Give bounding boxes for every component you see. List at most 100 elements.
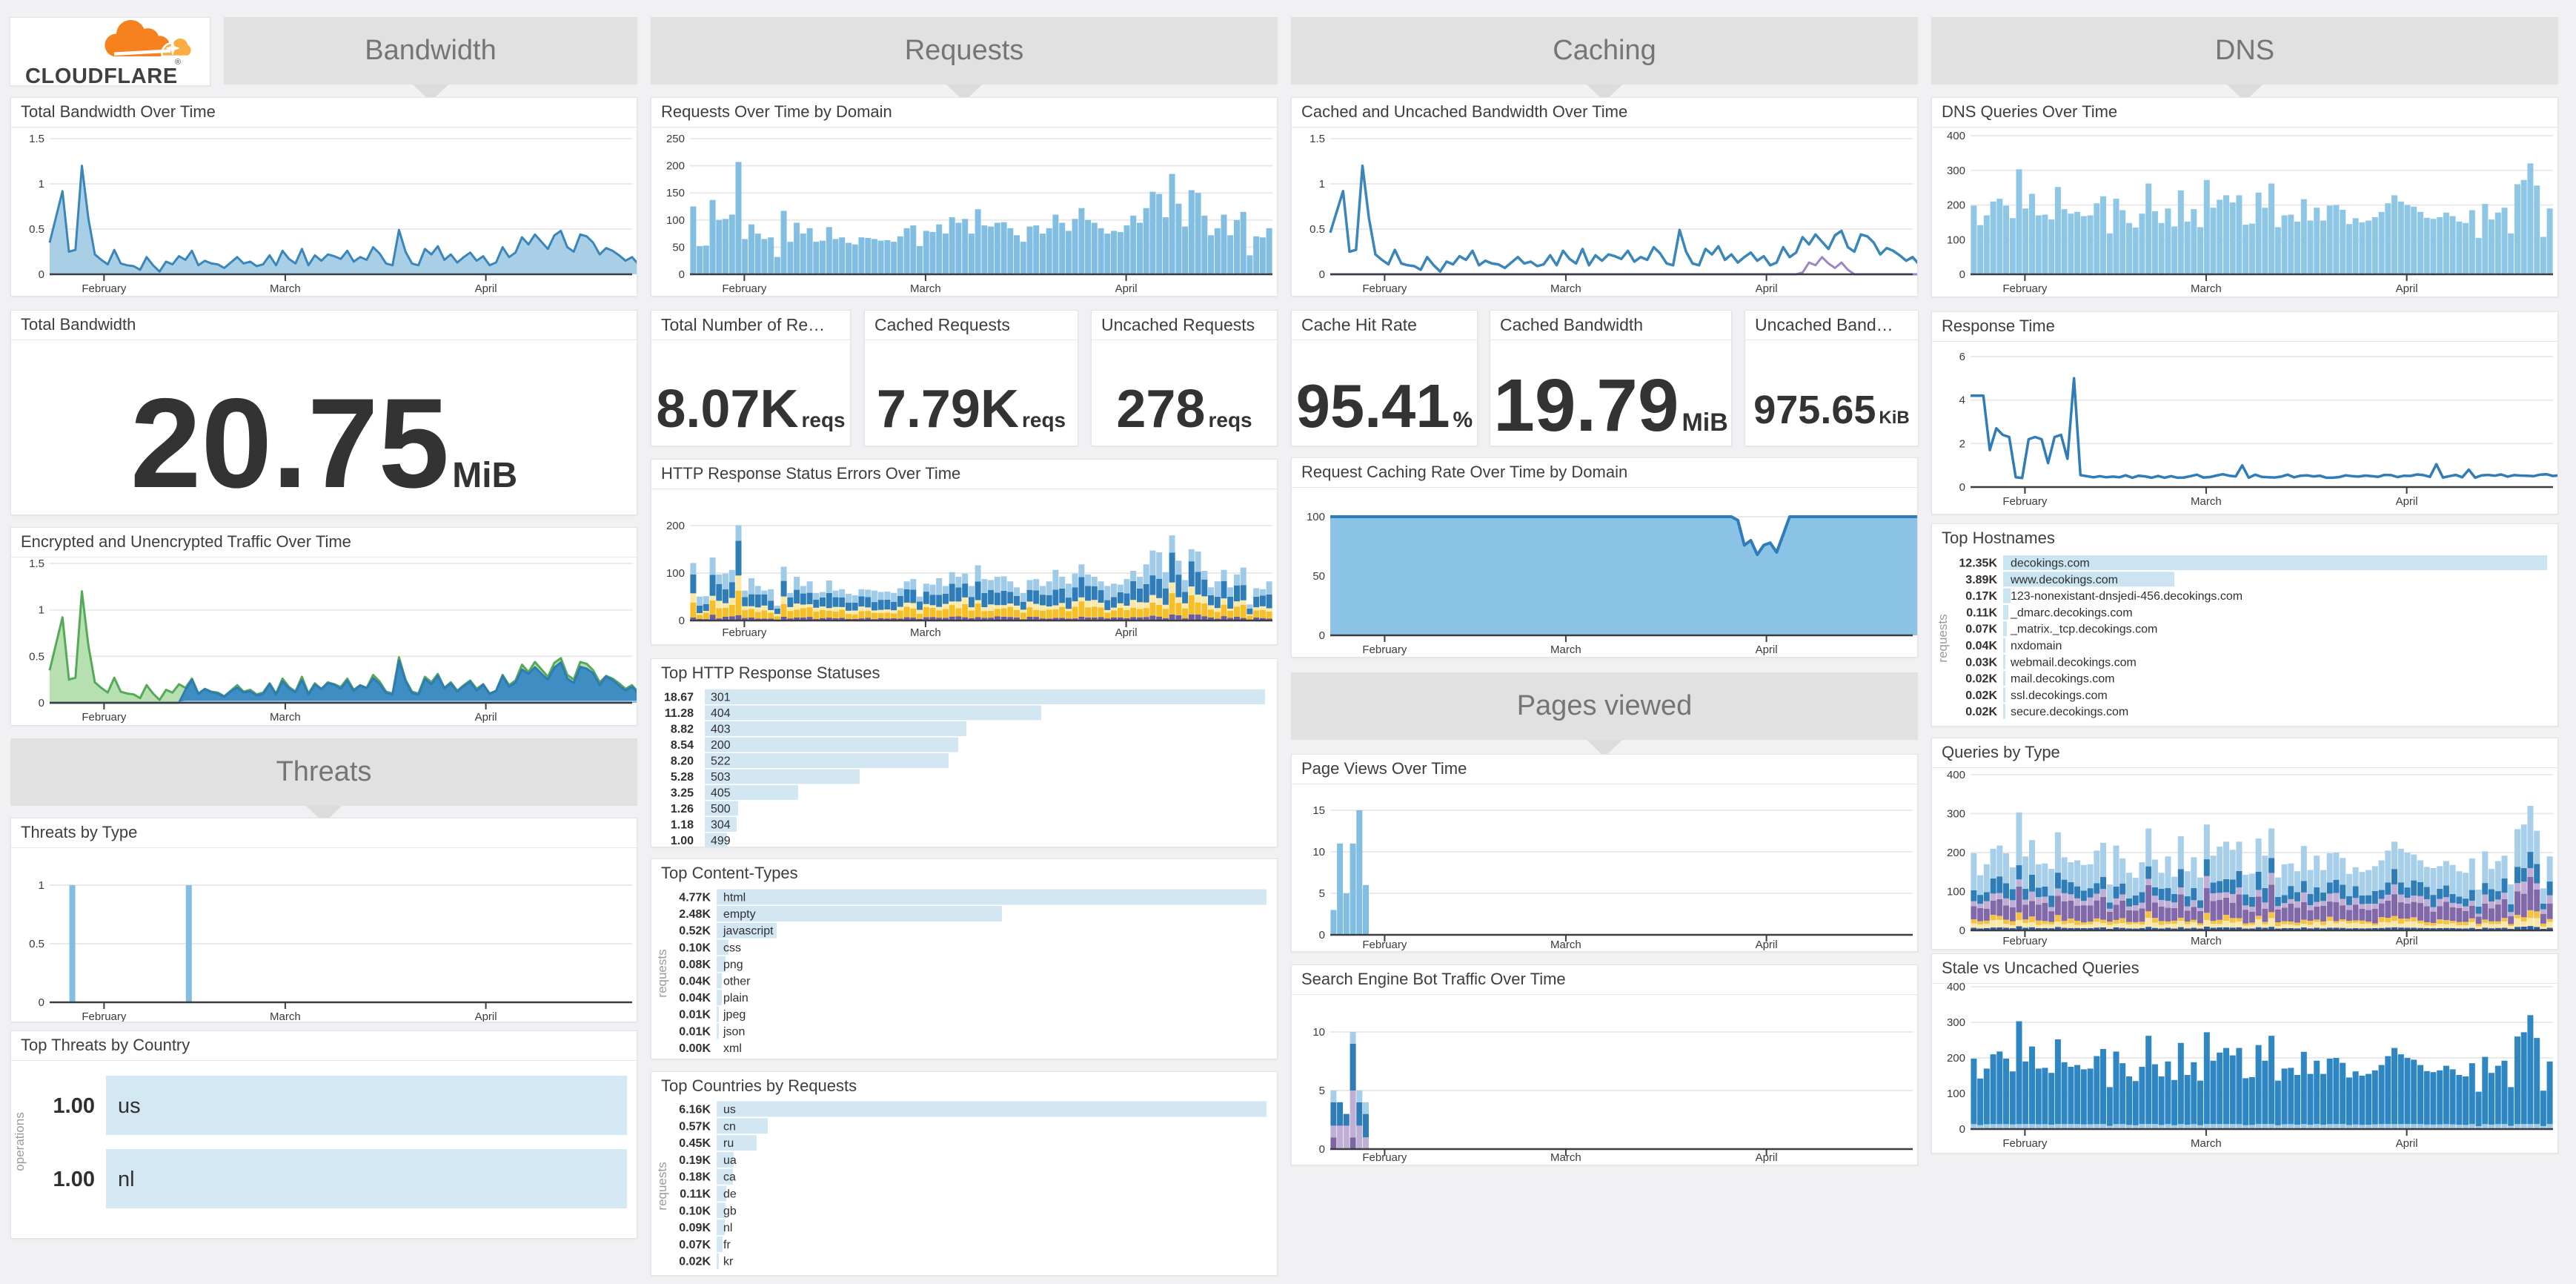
svg-text:0.17K: 0.17K bbox=[1965, 590, 1997, 603]
svg-text:0.03K: 0.03K bbox=[1965, 656, 1997, 669]
svg-text:April: April bbox=[1115, 282, 1138, 295]
svg-text:8.20: 8.20 bbox=[671, 755, 694, 768]
svg-text:February: February bbox=[1362, 939, 1407, 951]
svg-text:0: 0 bbox=[1959, 268, 1965, 281]
svg-text:4: 4 bbox=[1959, 394, 1965, 407]
svg-text:March: March bbox=[2191, 935, 2222, 947]
svg-text:April: April bbox=[2396, 282, 2418, 295]
svg-text:March: March bbox=[270, 282, 301, 295]
svg-text:100: 100 bbox=[666, 214, 685, 227]
svg-text:12.35K: 12.35K bbox=[1959, 557, 1997, 570]
svg-text:0.45K: 0.45K bbox=[679, 1137, 711, 1150]
svg-text:secure.decokings.com: secure.decokings.com bbox=[2011, 706, 2128, 718]
svg-text:0.5: 0.5 bbox=[29, 223, 44, 236]
svg-text:50: 50 bbox=[672, 241, 685, 254]
svg-text:March: March bbox=[270, 1010, 301, 1022]
svg-text:6: 6 bbox=[1959, 351, 1965, 363]
svg-text:0.10K: 0.10K bbox=[679, 942, 711, 954]
svg-text:February: February bbox=[722, 626, 767, 639]
svg-text:ru: ru bbox=[723, 1137, 734, 1150]
svg-text:0.5: 0.5 bbox=[1309, 223, 1325, 236]
svg-text:April: April bbox=[1115, 626, 1138, 639]
svg-text:javascript: javascript bbox=[723, 925, 774, 938]
svg-text:10: 10 bbox=[1312, 1026, 1325, 1039]
svg-text:April: April bbox=[2396, 495, 2418, 508]
svg-text:6.16K: 6.16K bbox=[679, 1104, 711, 1116]
svg-text:April: April bbox=[2396, 935, 2418, 947]
svg-text:1.26: 1.26 bbox=[671, 803, 694, 815]
svg-text:_dmarc.decokings.com: _dmarc.decokings.com bbox=[2010, 606, 2133, 619]
svg-text:100: 100 bbox=[1947, 1088, 1965, 1100]
svg-text:February: February bbox=[82, 282, 127, 295]
svg-text:400: 400 bbox=[1947, 769, 1965, 781]
svg-text:April: April bbox=[1756, 1151, 1778, 1164]
svg-text:1.5: 1.5 bbox=[1309, 133, 1325, 145]
svg-text:0.02K: 0.02K bbox=[679, 1256, 711, 1268]
svg-text:gb: gb bbox=[723, 1205, 737, 1217]
svg-text:0: 0 bbox=[1959, 924, 1965, 937]
svg-text:200: 200 bbox=[1947, 1052, 1965, 1065]
svg-text:April: April bbox=[1756, 643, 1778, 656]
svg-text:March: March bbox=[270, 711, 301, 724]
svg-text:1.5: 1.5 bbox=[29, 133, 44, 145]
svg-text:February: February bbox=[82, 1010, 127, 1022]
svg-text:nl: nl bbox=[118, 1168, 135, 1191]
svg-text:0.19K: 0.19K bbox=[679, 1154, 711, 1167]
svg-text:500: 500 bbox=[711, 803, 731, 815]
svg-text:2.48K: 2.48K bbox=[679, 908, 711, 921]
svg-text:February: February bbox=[2002, 935, 2048, 947]
svg-text:100: 100 bbox=[666, 567, 685, 580]
svg-text:ua: ua bbox=[723, 1154, 737, 1167]
svg-text:0: 0 bbox=[1959, 1123, 1965, 1136]
svg-text:100: 100 bbox=[1947, 886, 1965, 899]
svg-text:xml: xml bbox=[723, 1042, 742, 1055]
svg-text:0.04K: 0.04K bbox=[1965, 640, 1997, 652]
svg-text:0.02K: 0.02K bbox=[1965, 689, 1997, 702]
svg-text:1.00: 1.00 bbox=[53, 1168, 95, 1191]
svg-text:operations: operations bbox=[13, 1112, 27, 1171]
svg-text:empty: empty bbox=[723, 908, 756, 921]
svg-text:February: February bbox=[1362, 282, 1407, 295]
svg-text:404: 404 bbox=[711, 707, 731, 720]
svg-text:15: 15 bbox=[1312, 804, 1325, 817]
svg-text:503: 503 bbox=[711, 771, 731, 784]
svg-text:0.57K: 0.57K bbox=[679, 1120, 711, 1133]
svg-text:0.18K: 0.18K bbox=[679, 1171, 711, 1184]
svg-text:April: April bbox=[475, 711, 497, 724]
svg-text:0: 0 bbox=[1319, 1143, 1325, 1156]
svg-text:webmail.decokings.com: webmail.decokings.com bbox=[2010, 656, 2137, 669]
svg-text:0: 0 bbox=[39, 268, 44, 281]
svg-text:301: 301 bbox=[711, 692, 731, 704]
svg-text:March: March bbox=[1550, 939, 1581, 951]
svg-text:11.28: 11.28 bbox=[665, 707, 694, 720]
svg-text:0: 0 bbox=[679, 268, 685, 281]
svg-text:0.02K: 0.02K bbox=[1965, 673, 1997, 686]
svg-text:nxdomain: nxdomain bbox=[2011, 640, 2062, 652]
svg-text:April: April bbox=[475, 1010, 497, 1022]
svg-text:®: ® bbox=[175, 58, 181, 67]
svg-text:200: 200 bbox=[1947, 847, 1965, 859]
svg-text:0.00K: 0.00K bbox=[679, 1042, 711, 1055]
svg-text:304: 304 bbox=[711, 819, 731, 832]
svg-text:other: other bbox=[723, 976, 751, 988]
svg-text:403: 403 bbox=[711, 724, 731, 736]
svg-text:March: March bbox=[1550, 282, 1581, 295]
svg-text:0.04K: 0.04K bbox=[679, 976, 711, 988]
svg-text:300: 300 bbox=[1947, 165, 1965, 177]
svg-text:png: png bbox=[723, 959, 743, 971]
svg-text:0.11K: 0.11K bbox=[680, 1188, 711, 1201]
svg-text:0.5: 0.5 bbox=[29, 650, 44, 663]
svg-text:us: us bbox=[118, 1094, 141, 1118]
svg-text:0.11K: 0.11K bbox=[1966, 606, 1997, 619]
svg-text:499: 499 bbox=[711, 835, 731, 847]
svg-text:February: February bbox=[1362, 643, 1407, 656]
svg-text:decokings.com: decokings.com bbox=[2011, 557, 2090, 570]
svg-text:300: 300 bbox=[1947, 1016, 1965, 1029]
svg-text:3.25: 3.25 bbox=[671, 787, 694, 800]
svg-text:0.52K: 0.52K bbox=[679, 925, 711, 938]
svg-text:1: 1 bbox=[39, 604, 44, 617]
svg-text:200: 200 bbox=[666, 160, 685, 173]
svg-text:www.decokings.com: www.decokings.com bbox=[2010, 574, 2118, 586]
svg-text:requests: requests bbox=[1936, 614, 1950, 662]
